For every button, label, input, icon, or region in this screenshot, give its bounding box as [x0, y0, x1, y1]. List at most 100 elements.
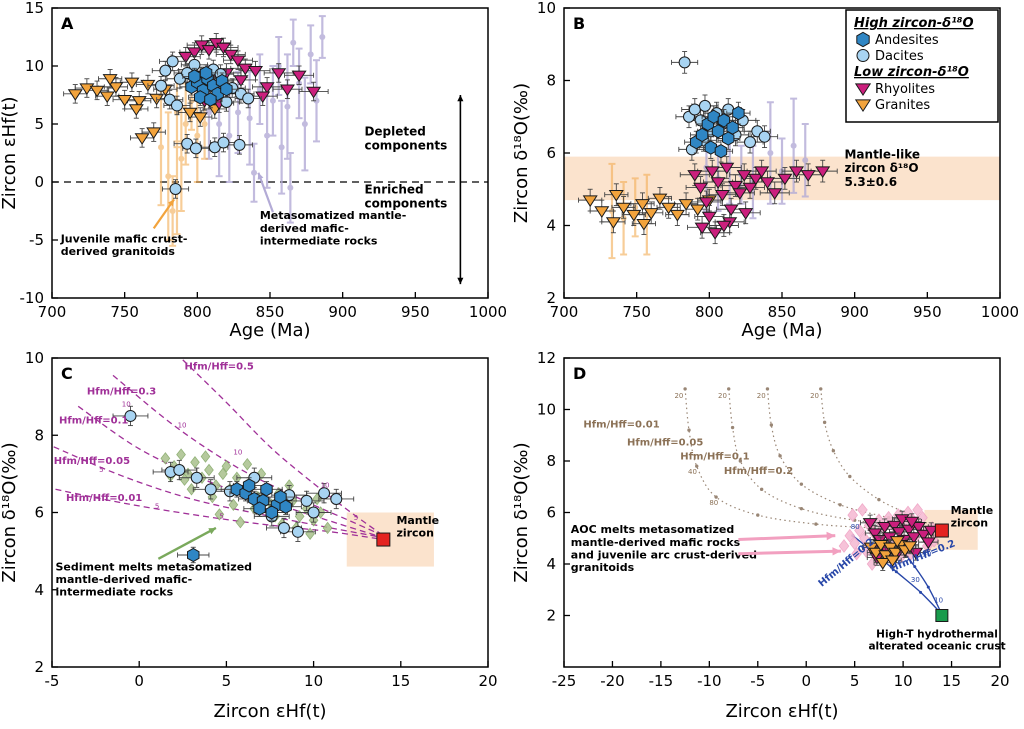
label: 850	[768, 303, 797, 321]
label: 20	[990, 672, 1009, 690]
annotation-text: 80	[709, 499, 718, 507]
annotation-text: 30	[911, 576, 920, 584]
label: 2	[546, 289, 556, 307]
label: 900	[840, 303, 869, 321]
annotation-text: Hfm/Hff=0.1	[59, 416, 128, 427]
legend-item-label: Andesites	[875, 33, 939, 48]
label: 10	[25, 57, 44, 75]
y-axis: 2 4 6 8 10	[537, 0, 570, 307]
label: -10	[697, 672, 722, 690]
legend-item-label: Dacites	[875, 49, 924, 64]
label: 20	[478, 672, 497, 690]
annotation-text: 10	[934, 597, 943, 605]
annotation-text: Metasomatized mantle-derived mafic-inter…	[260, 209, 406, 247]
label: 800	[183, 303, 212, 321]
label: 10	[537, 401, 556, 419]
annotation-text: Hfm/Hff=0.05	[627, 438, 703, 449]
label: 10	[894, 672, 913, 690]
series-andesites	[684, 101, 751, 163]
x-axis: -25 -20 -15 -10 -5 0 5 10 15 20	[552, 661, 1010, 690]
label: -10	[20, 289, 45, 307]
legend-item-label: Rhyolites	[875, 82, 935, 97]
series-granites	[578, 183, 722, 236]
panel-letter: D	[573, 364, 586, 383]
series-altered-oceanic-crust	[935, 609, 949, 622]
label: 700	[550, 303, 579, 321]
label: 4	[34, 581, 44, 599]
annotation-text: High-T hydrothermal alterated oceanic cru…	[868, 628, 1005, 652]
label: 0	[34, 173, 44, 191]
ghost-errorbar-series	[205, 15, 326, 224]
x-axis: 700 750 800 850 900 950 1000	[38, 292, 507, 321]
panel-b-svg: 700 750 800 850 900 950 1000 2 4 6 8 10 Age (Ma) Zirc…	[511, 0, 1019, 341]
y-axis: -10 -5 0 5 10 15	[20, 0, 58, 307]
x-axis: 700 750 800 850 900 950 1000	[550, 292, 1019, 321]
label: 10	[537, 0, 556, 17]
annotation-text: 20	[674, 392, 683, 400]
label: 10	[25, 349, 44, 367]
panel-a-zircon-ehf-vs-age: 700 750 800 850 900 950 1000 -10 -5 0 5 10 15 Age (Ma…	[0, 0, 512, 348]
series-granites	[63, 69, 227, 148]
annotation-text: 40	[688, 468, 697, 476]
legend-item-label: Granites	[875, 98, 930, 113]
label: 5	[222, 672, 232, 690]
annotation-text: 10	[178, 422, 187, 430]
panel-letter: C	[61, 364, 73, 383]
label: 850	[256, 303, 285, 321]
label: 15	[942, 672, 961, 690]
annotation-text: Mantle zircon	[951, 504, 994, 530]
annotation-text: 5	[354, 514, 358, 522]
label: 8	[546, 452, 556, 470]
series-andesites	[179, 64, 239, 109]
panel-letter: B	[573, 14, 585, 33]
panel-letter: A	[61, 14, 74, 33]
annotation-text: 10	[321, 481, 330, 489]
label: 5	[34, 115, 44, 133]
label: 2	[34, 658, 44, 676]
annotation-text: 5	[155, 503, 159, 511]
series-dacites	[671, 51, 779, 161]
label: 800	[695, 303, 724, 321]
series-mantle-zircon	[376, 532, 391, 547]
x-axis-title: Zircon εHf(t)	[725, 701, 838, 722]
annotation-text: Hfm/Hff=0.5	[185, 362, 254, 373]
label: -5	[29, 231, 44, 249]
annotation-text: Enriched components	[364, 183, 447, 211]
annotation-text: Hfm/Hff=0.01	[66, 493, 142, 504]
panel-a-svg: 700 750 800 850 900 950 1000 -10 -5 0 5 10 15 Age (Ma…	[0, 0, 507, 341]
annotation-text: Hfm/Hff=0.3	[87, 387, 156, 398]
label: 15	[25, 0, 44, 17]
y-axis-title: Zircon δ¹⁸O(‰)	[0, 442, 20, 582]
y-axis: 2 4 6 8 10 12	[537, 349, 570, 625]
label: 2	[546, 607, 556, 625]
label: 12	[537, 349, 556, 367]
y-axis-title: Zircon δ¹⁸O(‰)	[512, 83, 532, 223]
series-mantle-zircon	[934, 523, 949, 538]
series-granites	[861, 532, 920, 571]
annotation-text: Hfm/Hff=0.2	[724, 466, 793, 477]
annotation-text: 80	[851, 523, 860, 531]
annotation-text: AOC melts metasomatized mantle-derived ma…	[571, 523, 757, 574]
label: 750	[110, 303, 139, 321]
y-axis: 2 4 6 8 10	[25, 349, 58, 676]
panel-d-svg: -25 -20 -15 -10 -5 0 5 10 15 20 2 4 6 8 10 12 Zircon εHf…	[511, 349, 1010, 722]
panel-d-d18o-vs-ehf-aoc-mixing: -25 -20 -15 -10 -5 0 5 10 15 20 2 4 6 8 10 12 Zircon εHf…	[511, 348, 1024, 729]
annotation-text: Mantle-like zircon δ¹⁸O 5.3±0.6	[844, 147, 920, 189]
label: -5	[45, 672, 60, 690]
annotation-text: Depleted components	[364, 125, 447, 153]
label: 5	[850, 672, 860, 690]
label: -25	[552, 672, 577, 690]
legend-section-title: Low zircon-δ¹⁸O	[854, 65, 969, 80]
label: 900	[328, 303, 357, 321]
label: 0	[801, 672, 811, 690]
legend-section-title: High zircon-δ¹⁸O	[854, 16, 974, 31]
annotation-text: 10	[233, 449, 242, 457]
annotation-text: Mantle zircon	[396, 514, 439, 540]
label: 0	[134, 672, 144, 690]
annotation-text: 20	[718, 392, 727, 400]
label: 6	[546, 504, 556, 522]
mixing-curve	[182, 359, 384, 537]
label: 8	[34, 426, 44, 444]
